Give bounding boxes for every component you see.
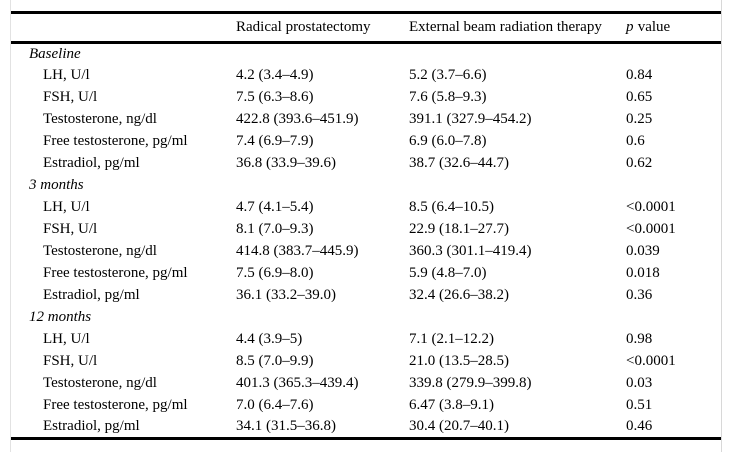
table-row: FSH, U/l 7.5 (6.3–8.6) 7.6 (5.8–9.3) 0.6… bbox=[11, 87, 721, 109]
table-row: Estradiol, pg/ml 36.8 (33.9–39.6) 38.7 (… bbox=[11, 153, 721, 175]
rp-value: 422.8 (393.6–451.9) bbox=[236, 111, 359, 127]
p-value: 0.84 bbox=[626, 67, 653, 83]
p-value: 0.46 bbox=[626, 418, 653, 435]
hormone-levels-table: Radical prostatectomy External beam radi… bbox=[11, 11, 721, 440]
ebrt-value: 5.9 (4.8–7.0) bbox=[409, 265, 487, 281]
param-label: FSH, U/l bbox=[43, 353, 98, 369]
p-value: <0.0001 bbox=[626, 353, 676, 369]
p-value: 0.039 bbox=[626, 243, 660, 259]
param-label: LH, U/l bbox=[43, 331, 90, 347]
rp-value: 7.4 (6.9–7.9) bbox=[236, 133, 314, 149]
param-label: Free testosterone, pg/ml bbox=[43, 133, 188, 149]
param-label: Free testosterone, pg/ml bbox=[43, 265, 188, 281]
p-value: <0.0001 bbox=[626, 199, 676, 215]
table-row: Estradiol, pg/ml 36.1 (33.2–39.0) 32.4 (… bbox=[11, 285, 721, 307]
table-row: Testosterone, ng/dl 414.8 (383.7–445.9) … bbox=[11, 241, 721, 263]
p-value: 0.25 bbox=[626, 111, 653, 127]
rp-value: 4.2 (3.4–4.9) bbox=[236, 67, 314, 83]
table-row: Testosterone, ng/dl 422.8 (393.6–451.9) … bbox=[11, 109, 721, 131]
rp-value: 8.5 (7.0–9.9) bbox=[236, 353, 314, 369]
p-value: 0.62 bbox=[626, 155, 653, 171]
param-label: Testosterone, ng/dl bbox=[43, 111, 157, 127]
p-symbol: p bbox=[626, 19, 634, 35]
param-label: FSH, U/l bbox=[43, 221, 98, 237]
param-label: LH, U/l bbox=[43, 67, 90, 83]
ebrt-value: 30.4 (20.7–40.1) bbox=[409, 418, 509, 435]
param-label: Free testosterone, pg/ml bbox=[43, 397, 188, 413]
param-label: Estradiol, pg/ml bbox=[43, 155, 140, 171]
ebrt-value: 5.2 (3.7–6.6) bbox=[409, 67, 487, 83]
p-value: 0.65 bbox=[626, 89, 653, 105]
table-row: Free testosterone, pg/ml 7.5 (6.9–8.0) 5… bbox=[11, 263, 721, 285]
section-label-12-months: 12 months bbox=[29, 309, 92, 325]
table-row: FSH, U/l 8.1 (7.0–9.3) 22.9 (18.1–27.7) … bbox=[11, 219, 721, 241]
param-label: Testosterone, ng/dl bbox=[43, 375, 157, 391]
table-row: LH, U/l 4.7 (4.1–5.4) 8.5 (6.4–10.5) <0.… bbox=[11, 197, 721, 219]
table-figure: Radical prostatectomy External beam radi… bbox=[10, 0, 722, 452]
rp-value: 34.1 (31.5–36.8) bbox=[236, 418, 336, 435]
param-label: Testosterone, ng/dl bbox=[43, 243, 157, 259]
p-value: 0.018 bbox=[626, 265, 660, 281]
rp-value: 7.5 (6.9–8.0) bbox=[236, 265, 314, 281]
table-row: Estradiol, pg/ml 34.1 (31.5–36.8) 30.4 (… bbox=[11, 417, 721, 439]
rp-value: 414.8 (383.7–445.9) bbox=[236, 243, 359, 259]
rp-value: 36.8 (33.9–39.6) bbox=[236, 155, 336, 171]
table-row: Testosterone, ng/dl 401.3 (365.3–439.4) … bbox=[11, 373, 721, 395]
p-value: <0.0001 bbox=[626, 221, 676, 237]
table-row: LH, U/l 4.2 (3.4–4.9) 5.2 (3.7–6.6) 0.84 bbox=[11, 65, 721, 87]
rp-value: 7.5 (6.3–8.6) bbox=[236, 89, 314, 105]
section-label-3-months: 3 months bbox=[29, 177, 84, 193]
rp-value: 4.4 (3.9–5) bbox=[236, 331, 303, 347]
section-row: 12 months bbox=[11, 307, 721, 329]
header-external-beam-radiation-therapy: External beam radiation therapy bbox=[409, 12, 626, 44]
p-value: 0.51 bbox=[626, 397, 653, 413]
p-value: 0.6 bbox=[626, 133, 645, 149]
ebrt-value: 339.8 (279.9–399.8) bbox=[409, 375, 532, 391]
param-label: Estradiol, pg/ml bbox=[43, 418, 140, 435]
rp-value: 8.1 (7.0–9.3) bbox=[236, 221, 314, 237]
section-label-baseline: Baseline bbox=[29, 45, 81, 62]
table-row: Free testosterone, pg/ml 7.0 (6.4–7.6) 6… bbox=[11, 395, 721, 417]
ebrt-value: 391.1 (327.9–454.2) bbox=[409, 111, 532, 127]
header-row: Radical prostatectomy External beam radi… bbox=[11, 12, 721, 44]
section-row: Baseline bbox=[11, 43, 721, 65]
p-value-word: value bbox=[637, 19, 671, 35]
ebrt-value: 6.9 (6.0–7.8) bbox=[409, 133, 487, 149]
ebrt-value: 7.1 (2.1–12.2) bbox=[409, 331, 494, 347]
ebrt-value: 7.6 (5.8–9.3) bbox=[409, 89, 487, 105]
ebrt-value: 21.0 (13.5–28.5) bbox=[409, 353, 509, 369]
header-p-value: p value bbox=[626, 12, 721, 44]
p-value: 0.36 bbox=[626, 287, 653, 303]
rp-value: 36.1 (33.2–39.0) bbox=[236, 287, 336, 303]
param-label: Estradiol, pg/ml bbox=[43, 287, 140, 303]
section-row: 3 months bbox=[11, 175, 721, 197]
param-label: FSH, U/l bbox=[43, 89, 98, 105]
p-value: 0.98 bbox=[626, 331, 653, 347]
ebrt-value: 38.7 (32.6–44.7) bbox=[409, 155, 509, 171]
rp-value: 4.7 (4.1–5.4) bbox=[236, 199, 314, 215]
table-row: LH, U/l 4.4 (3.9–5) 7.1 (2.1–12.2) 0.98 bbox=[11, 329, 721, 351]
header-parameter-blank bbox=[11, 12, 236, 44]
header-radical-prostatectomy: Radical prostatectomy bbox=[236, 12, 409, 44]
p-value: 0.03 bbox=[626, 375, 653, 391]
ebrt-value: 22.9 (18.1–27.7) bbox=[409, 221, 509, 237]
table-row: FSH, U/l 8.5 (7.0–9.9) 21.0 (13.5–28.5) … bbox=[11, 351, 721, 373]
table-row: Free testosterone, pg/ml 7.4 (6.9–7.9) 6… bbox=[11, 131, 721, 153]
ebrt-value: 8.5 (6.4–10.5) bbox=[409, 199, 494, 215]
ebrt-value: 360.3 (301.1–419.4) bbox=[409, 243, 532, 259]
rp-value: 7.0 (6.4–7.6) bbox=[236, 397, 314, 413]
param-label: LH, U/l bbox=[43, 199, 90, 215]
rp-value: 401.3 (365.3–439.4) bbox=[236, 375, 359, 391]
ebrt-value: 32.4 (26.6–38.2) bbox=[409, 287, 509, 303]
ebrt-value: 6.47 (3.8–9.1) bbox=[409, 397, 494, 413]
